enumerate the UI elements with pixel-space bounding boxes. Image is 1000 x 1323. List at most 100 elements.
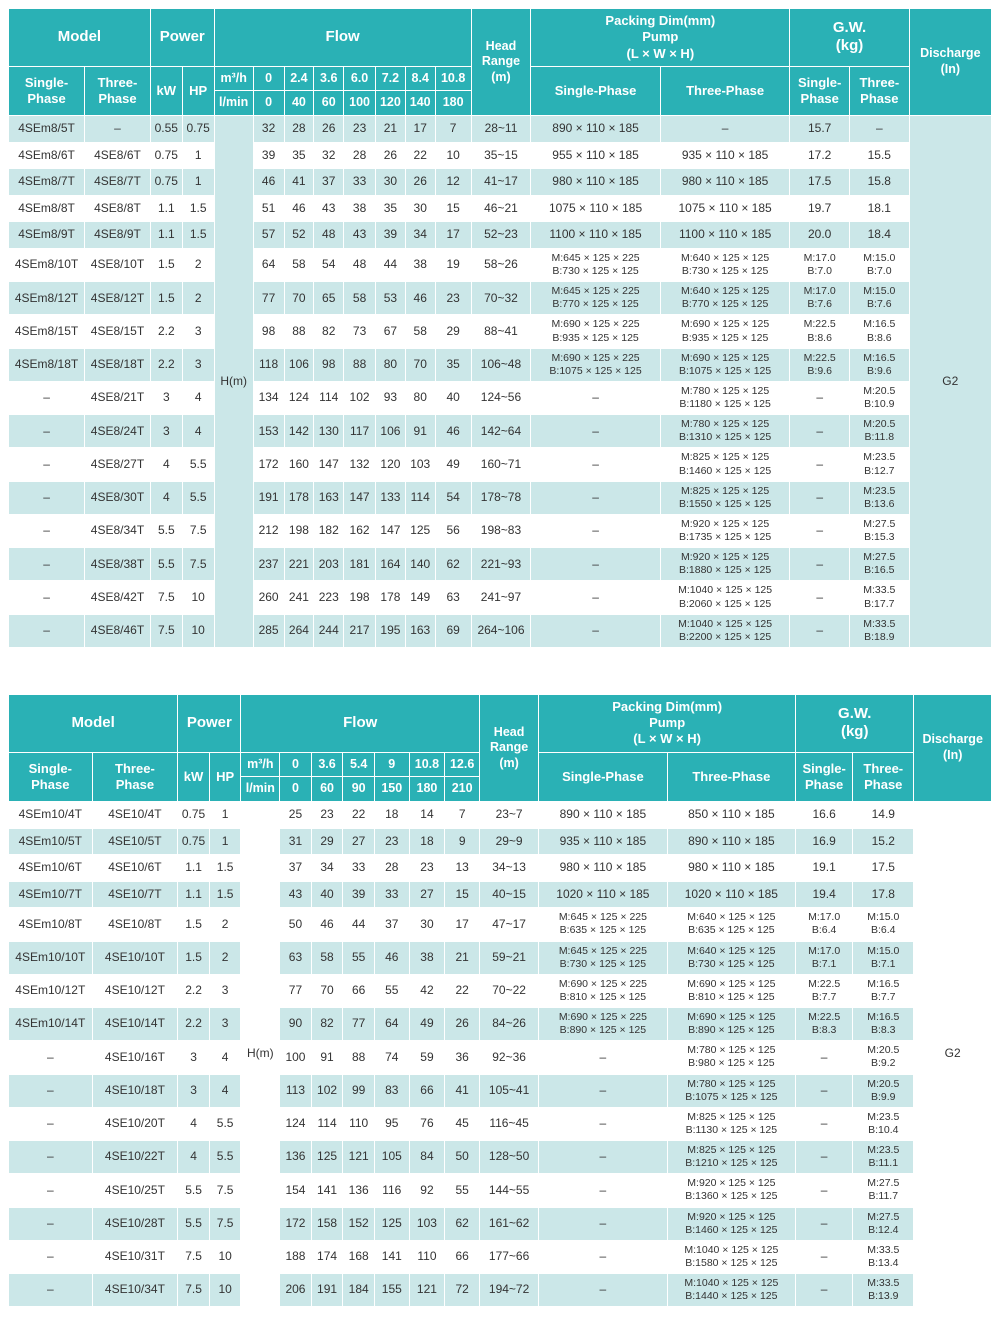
model-single-phase: – [7, 513, 86, 549]
model-single-phase: 4SEm8/6T [7, 141, 86, 170]
head-range-value: 161~62 [479, 1206, 540, 1241]
packing-single-phase: 980 × 110 × 185 [530, 168, 661, 196]
gw-single-phase: – [789, 580, 850, 615]
flow-value: 28 [373, 854, 410, 882]
flow-value: 37 [313, 168, 345, 196]
table-row: 4SEm10/14T 4SE10/14T 2.2 3 90 82 77 64 49 26 84~26… [8, 1007, 992, 1042]
flow-value: 58 [283, 247, 315, 283]
power-kw: 7.5 [149, 580, 183, 615]
flow-value: 50 [444, 1140, 481, 1175]
gw-single-phase: M:22.5 B:9.6 [789, 347, 850, 382]
flow-value: 124 [283, 380, 315, 416]
flow-value: 149 [404, 580, 436, 615]
flow-value: 48 [313, 221, 345, 249]
gw-single-phase: M:22.5 B:8.3 [795, 1007, 854, 1042]
flow-tick: 100 [343, 90, 376, 116]
flow-value: 7 [434, 115, 472, 143]
model-three-phase: 4SE8/38T [84, 547, 151, 582]
flow-value: 88 [283, 314, 315, 349]
flow-value: 38 [343, 194, 376, 223]
flow-value: 34 [310, 854, 344, 882]
flow-value: 116 [373, 1173, 410, 1208]
flow-value: 27 [342, 827, 375, 856]
head-range-value: 58~26 [470, 247, 532, 283]
head-range-value: 124~56 [470, 380, 532, 416]
packing-three-phase: M:640 × 125 × 125 B:770 × 125 × 125 [659, 281, 791, 316]
head-range-value: 29~9 [479, 827, 540, 856]
flow-tick: 0 [279, 751, 312, 778]
flow-tick: 9 [373, 751, 410, 778]
flow-value: 34 [404, 221, 436, 249]
model-three-phase: 4SE8/18T [84, 347, 151, 382]
model-single-phase: – [7, 380, 86, 416]
flow-value: 163 [404, 613, 436, 648]
model-three-phase: 4SE10/25T [91, 1173, 179, 1208]
gw-single-phase: 19.4 [795, 880, 854, 909]
power-hp: 3 [208, 1007, 242, 1042]
table-row: –4SE10/28T 5.5 7.5 172 158 152 125 103 62 161~62–… [8, 1206, 992, 1241]
gw-three-phase: M:33.5 B:17.7 [849, 580, 910, 615]
power-kw: 3 [149, 414, 183, 449]
model-three-phase: 4SE10/31T [91, 1239, 179, 1275]
flow-tick: 0 [252, 65, 285, 92]
flow-value: 13 [444, 854, 481, 882]
packing-single-phase: – [530, 380, 661, 416]
power-kw: 5.5 [177, 1173, 210, 1208]
gw-single-phase: – [795, 1206, 854, 1241]
model-single-phase: 4SEm10/10T [8, 940, 93, 975]
model-three-phase: 4SE8/12T [84, 281, 151, 316]
flow-tick: 150 [373, 776, 410, 802]
flow-value: 46 [404, 281, 436, 316]
packing-three-phase: M:640 × 125 × 125 B:730 × 125 × 125 [659, 247, 791, 283]
flow-value: 35 [375, 194, 406, 223]
kw-header: kW [177, 751, 210, 802]
flow-value: 52 [283, 221, 315, 249]
table-row: 4SEm8/5T –0.55 0.75 H(m) 32 28 26 23 21 17 7 28~11 8… [7, 115, 993, 648]
power-kw: 2.2 [149, 347, 183, 382]
flow-value: 64 [373, 1007, 410, 1042]
flow-value: 84 [408, 1140, 446, 1175]
head-range-value: 116~45 [479, 1106, 540, 1142]
flow-value: 25 [279, 800, 312, 829]
flow-value: 91 [310, 1040, 344, 1075]
model-single-phase: 4SEm8/18T [7, 347, 86, 382]
power-hp: 1.5 [181, 194, 215, 223]
flow-tick: 6.0 [343, 65, 376, 92]
model-header: Model [8, 8, 151, 67]
flow-value: 63 [434, 580, 472, 615]
flow-value: 23 [373, 827, 410, 856]
flow-value: 27 [408, 880, 446, 909]
table-row: 4SEm8/12T 4SE8/12T 1.5 2 77 70 65 58 53 46 23 70~32… [7, 281, 992, 316]
model-single-phase: – [7, 580, 86, 615]
power-kw: 5.5 [149, 513, 183, 549]
model-three-phase: 4SE8/7T [84, 168, 151, 196]
model-single-phase: 4SEm8/15T [7, 314, 86, 349]
gw-single-phase: 15.7 [789, 115, 850, 143]
head-range-value: 178~78 [470, 480, 532, 515]
power-hp: 4 [208, 1040, 242, 1075]
table-row: –4SE8/30T 4 5.5 191 178 163 147 133 114 54 178~78–… [7, 480, 992, 515]
gw-single-phase: – [789, 480, 850, 515]
flow-value: 92 [408, 1173, 446, 1208]
head-range-value: 142~64 [470, 414, 532, 449]
head-range-value: 106~48 [470, 347, 532, 382]
gw-three-phase: M:23.5 B:13.6 [849, 480, 910, 515]
flow-value: 74 [373, 1040, 410, 1075]
power-hp: 2 [208, 907, 242, 942]
model-three-phase: 4SE10/10T [91, 940, 179, 975]
model-single-phase: 4SEm10/5T [8, 827, 93, 856]
packing-header: Packing Dim(mm) Pump (L × W × H) [530, 8, 791, 67]
power-hp: 4 [208, 1073, 242, 1108]
pump-spec-table-4se8: Model Power Flow Head Range (m) Packing … [7, 8, 993, 648]
flow-value: 93 [375, 380, 406, 416]
packing-single-phase: 1075 × 110 × 185 [530, 194, 661, 223]
power-kw: 5.5 [177, 1206, 210, 1241]
power-hp: 2 [208, 940, 242, 975]
head-range-value: 88~41 [470, 314, 532, 349]
flow-value: 12 [434, 168, 472, 196]
power-hp: 5.5 [208, 1140, 242, 1175]
head-range-value: 264~106 [470, 613, 532, 648]
power-kw: 0.75 [177, 827, 210, 856]
packing-three-phase: 1020 × 110 × 185 [666, 880, 797, 909]
flow-tick: 180 [434, 90, 472, 116]
